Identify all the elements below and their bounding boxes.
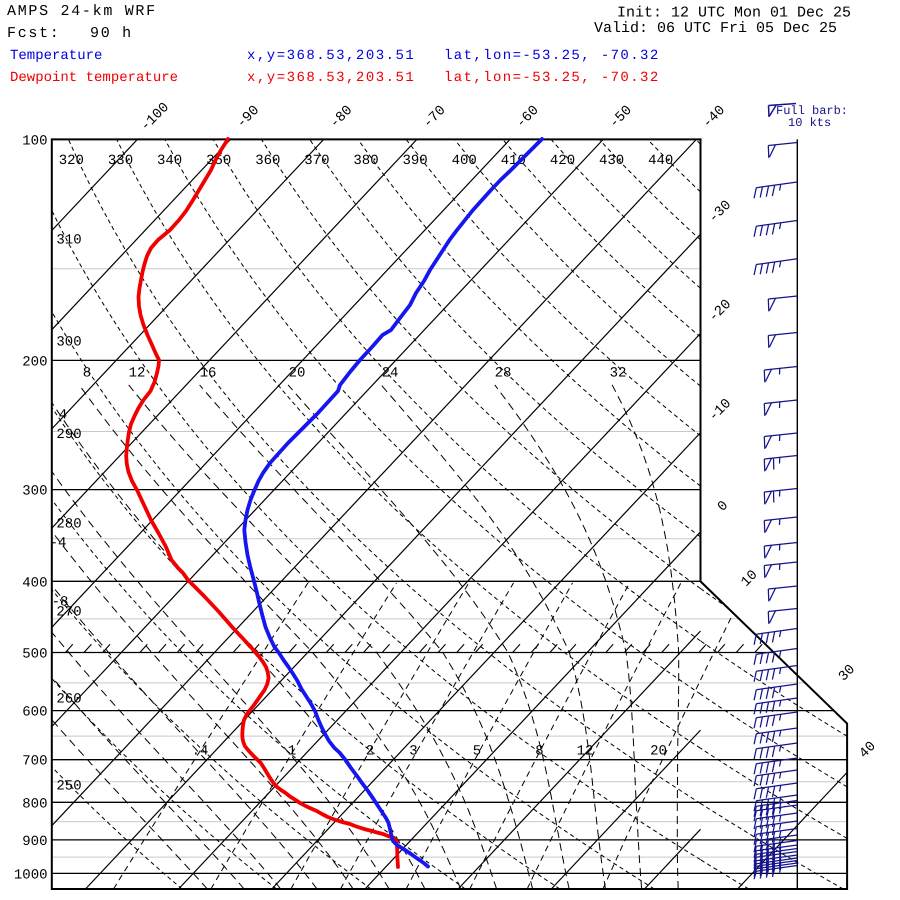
svg-text:3: 3 bbox=[409, 744, 417, 760]
svg-text:440: 440 bbox=[648, 153, 673, 169]
svg-text:1000: 1000 bbox=[14, 867, 48, 883]
svg-text:28: 28 bbox=[495, 366, 512, 382]
svg-text:1: 1 bbox=[288, 744, 296, 760]
svg-text:-40: -40 bbox=[700, 103, 729, 132]
svg-text:900: 900 bbox=[22, 834, 47, 850]
svg-text:-80: -80 bbox=[327, 103, 356, 132]
svg-text:270: 270 bbox=[56, 605, 81, 621]
svg-text:AMPS 24-km WRF: AMPS 24-km WRF bbox=[7, 3, 157, 20]
svg-text:-90: -90 bbox=[234, 103, 263, 132]
svg-text:-50: -50 bbox=[607, 103, 636, 132]
svg-text:40: 40 bbox=[856, 739, 879, 762]
svg-text:90 h: 90 h bbox=[90, 25, 133, 42]
svg-text:12: 12 bbox=[129, 366, 146, 382]
svg-text:500: 500 bbox=[22, 647, 47, 663]
svg-text:430: 430 bbox=[599, 153, 624, 169]
svg-text:10 kts: 10 kts bbox=[788, 116, 831, 130]
svg-text:-4: -4 bbox=[50, 536, 67, 552]
svg-text:340: 340 bbox=[157, 153, 182, 169]
svg-text:360: 360 bbox=[255, 153, 280, 169]
svg-text:24: 24 bbox=[382, 366, 399, 382]
svg-text:400: 400 bbox=[22, 575, 47, 591]
svg-text:12: 12 bbox=[577, 744, 594, 760]
svg-text:300: 300 bbox=[56, 335, 81, 351]
svg-text:410: 410 bbox=[501, 153, 526, 169]
svg-text:20: 20 bbox=[650, 744, 667, 760]
svg-text:-10: -10 bbox=[706, 396, 735, 425]
svg-text:Temperature: Temperature bbox=[10, 48, 102, 64]
svg-text:200: 200 bbox=[22, 354, 47, 370]
svg-text:290: 290 bbox=[56, 427, 81, 443]
svg-text:8: 8 bbox=[535, 744, 543, 760]
svg-text:20: 20 bbox=[289, 366, 306, 382]
svg-text:280: 280 bbox=[56, 517, 81, 533]
svg-text:x,y=368.53,203.51: x,y=368.53,203.51 bbox=[247, 48, 415, 64]
svg-text:310: 310 bbox=[56, 232, 81, 248]
svg-text:420: 420 bbox=[550, 153, 575, 169]
svg-text:10: 10 bbox=[738, 567, 761, 590]
svg-text:32: 32 bbox=[610, 366, 627, 382]
svg-text:260: 260 bbox=[56, 692, 81, 708]
svg-text:800: 800 bbox=[22, 796, 47, 812]
svg-text:16: 16 bbox=[200, 366, 217, 382]
svg-text:-60: -60 bbox=[513, 103, 542, 132]
svg-text:300: 300 bbox=[22, 484, 47, 500]
svg-text:Dewpoint temperature: Dewpoint temperature bbox=[10, 70, 178, 86]
svg-text:30: 30 bbox=[836, 662, 859, 685]
svg-text:Valid: 06 UTC Fri 05 Dec 25: Valid: 06 UTC Fri 05 Dec 25 bbox=[594, 20, 837, 37]
svg-text:x,y=368.53,203.51: x,y=368.53,203.51 bbox=[247, 70, 415, 86]
svg-text:8: 8 bbox=[83, 366, 91, 382]
svg-text:-8: -8 bbox=[52, 595, 69, 611]
svg-text:330: 330 bbox=[108, 153, 133, 169]
svg-text:250: 250 bbox=[56, 779, 81, 795]
svg-text:lat,lon=-53.25, -70.32: lat,lon=-53.25, -70.32 bbox=[444, 48, 660, 64]
svg-text:-70: -70 bbox=[420, 103, 449, 132]
svg-text:390: 390 bbox=[402, 153, 427, 169]
svg-text:Fcst:: Fcst: bbox=[7, 25, 61, 42]
svg-text:370: 370 bbox=[304, 153, 329, 169]
svg-text:0: 0 bbox=[715, 498, 732, 515]
svg-text:600: 600 bbox=[22, 705, 47, 721]
svg-text:2: 2 bbox=[366, 744, 374, 760]
svg-text:Init: 12 UTC Mon 01 Dec 25: Init: 12 UTC Mon 01 Dec 25 bbox=[617, 5, 851, 22]
svg-text:-30: -30 bbox=[706, 198, 735, 227]
svg-text:400: 400 bbox=[452, 153, 477, 169]
svg-text:Full barb:: Full barb: bbox=[776, 104, 848, 118]
svg-text:100: 100 bbox=[22, 133, 47, 149]
svg-text:320: 320 bbox=[59, 153, 84, 169]
svg-text:5: 5 bbox=[473, 744, 481, 760]
svg-text:-20: -20 bbox=[706, 297, 735, 326]
svg-text:-100: -100 bbox=[138, 100, 173, 135]
svg-text:.4: .4 bbox=[192, 744, 209, 760]
svg-text:380: 380 bbox=[353, 153, 378, 169]
svg-text:4: 4 bbox=[59, 408, 67, 424]
svg-text:700: 700 bbox=[22, 754, 47, 770]
svg-text:lat,lon=-53.25, -70.32: lat,lon=-53.25, -70.32 bbox=[444, 70, 660, 86]
